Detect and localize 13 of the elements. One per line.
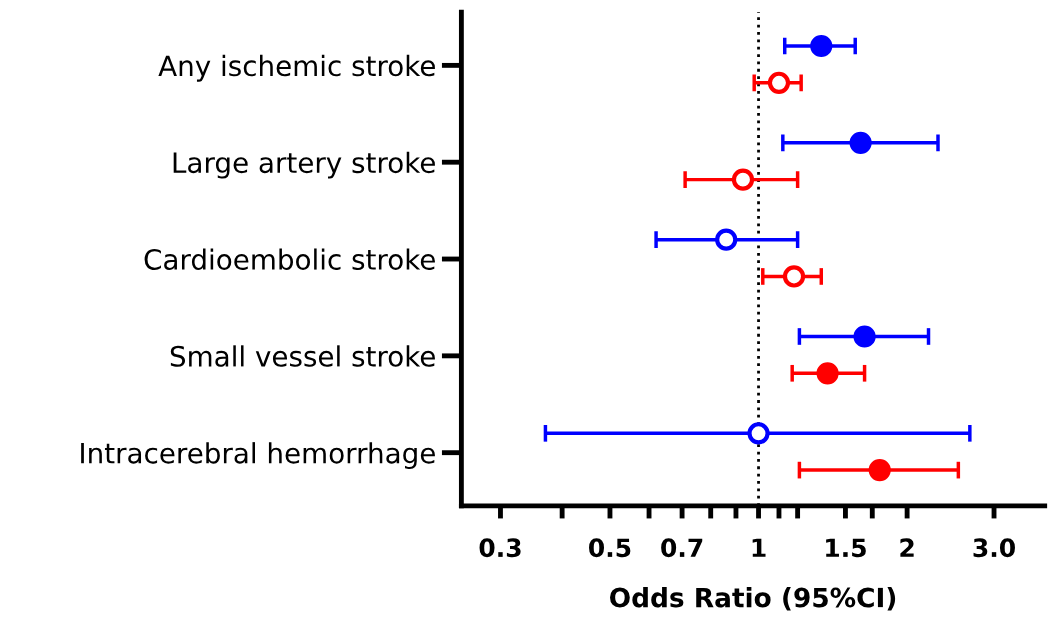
y-tick-label: Cardioembolic stroke xyxy=(144,248,435,270)
x-tick-label: 0.5 xyxy=(589,538,631,558)
y-tick-label: Small vessel stroke xyxy=(170,345,435,367)
x-tick-label: 1.5 xyxy=(826,538,866,558)
x-tick-label: 0.7 xyxy=(661,538,703,558)
x-axis-title: Odds Ratio (95%CI) xyxy=(610,587,896,611)
x-tick-label: 0.3 xyxy=(479,538,521,558)
y-tick-label: Large artery stroke xyxy=(173,151,435,179)
y-tick-label: Any ischemic stroke xyxy=(158,54,435,82)
y-tick-label: Intracerebral hemorrhage xyxy=(81,442,435,470)
x-tick-label: 1 xyxy=(752,538,766,557)
x-tick-label: 2 xyxy=(900,538,914,557)
x-tick-label: 3.0 xyxy=(973,538,1015,558)
